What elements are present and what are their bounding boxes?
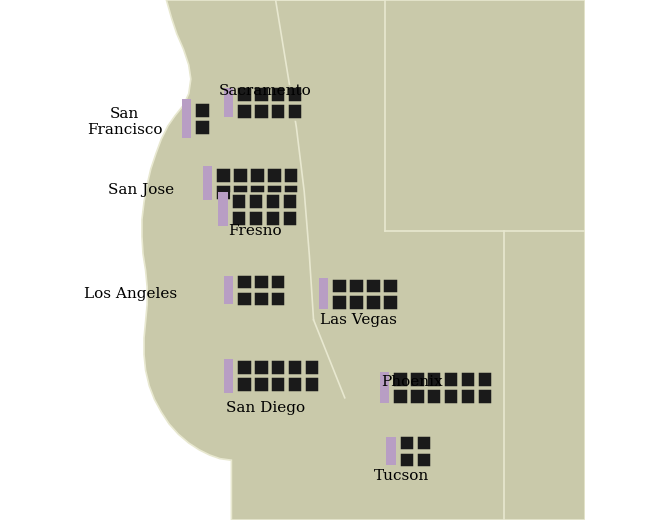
Bar <box>332 294 347 310</box>
Bar <box>460 371 475 387</box>
Bar <box>382 278 398 293</box>
Bar <box>283 167 298 183</box>
Bar <box>194 102 210 118</box>
Bar <box>392 371 408 387</box>
Bar <box>318 278 328 309</box>
Bar <box>248 193 263 209</box>
Bar <box>426 388 441 404</box>
Text: San Jose: San Jose <box>108 183 174 197</box>
Bar <box>426 371 441 387</box>
Bar <box>253 291 268 306</box>
Bar <box>249 184 265 200</box>
Polygon shape <box>65 0 252 460</box>
Bar <box>281 193 297 209</box>
Bar <box>287 103 302 119</box>
Bar <box>194 119 210 135</box>
Bar <box>270 103 285 119</box>
Bar <box>215 167 231 183</box>
Bar <box>253 359 268 375</box>
Bar <box>270 274 285 289</box>
Bar <box>460 388 475 404</box>
Bar <box>287 359 302 375</box>
Bar <box>365 278 381 293</box>
Bar <box>304 359 319 375</box>
Bar <box>266 167 281 183</box>
Bar <box>476 388 492 404</box>
Bar <box>392 388 408 404</box>
Polygon shape <box>142 0 585 520</box>
Bar <box>270 359 285 375</box>
Bar <box>287 376 302 392</box>
Text: Tucson: Tucson <box>374 469 430 483</box>
Bar <box>236 291 252 306</box>
Bar <box>231 210 246 226</box>
Bar <box>253 103 268 119</box>
Bar <box>182 99 191 138</box>
Bar <box>236 103 252 119</box>
Bar <box>215 184 231 200</box>
Bar <box>283 184 298 200</box>
Bar <box>265 193 280 209</box>
Bar <box>253 376 268 392</box>
Text: Sacramento: Sacramento <box>219 84 311 98</box>
Bar <box>281 210 297 226</box>
Bar <box>304 376 319 392</box>
Bar <box>287 86 302 102</box>
Bar <box>231 193 246 209</box>
Bar <box>332 278 347 293</box>
Bar <box>232 184 248 200</box>
Bar <box>224 276 233 304</box>
Bar <box>232 167 248 183</box>
Bar <box>443 388 458 404</box>
Bar <box>348 294 364 310</box>
Bar <box>409 388 424 404</box>
Bar <box>248 210 263 226</box>
Bar <box>224 359 233 393</box>
Bar <box>249 167 265 183</box>
Bar <box>443 371 458 387</box>
Text: Los Angeles: Los Angeles <box>84 287 177 301</box>
Bar <box>409 371 424 387</box>
Text: San Diego: San Diego <box>226 401 305 415</box>
Bar <box>380 372 389 403</box>
Bar <box>399 435 415 450</box>
Bar <box>224 88 233 117</box>
Bar <box>476 371 492 387</box>
Text: Fresno: Fresno <box>228 225 281 238</box>
Bar <box>236 376 252 392</box>
Bar <box>348 278 364 293</box>
Bar <box>236 274 252 289</box>
Bar <box>416 435 432 450</box>
Bar <box>365 294 381 310</box>
Text: San
Francisco: San Francisco <box>87 107 162 137</box>
Bar <box>386 437 396 465</box>
Bar <box>265 210 280 226</box>
Bar <box>416 452 432 467</box>
Bar <box>382 294 398 310</box>
Bar <box>270 86 285 102</box>
Bar <box>203 166 212 200</box>
Text: Phoenix: Phoenix <box>382 375 443 389</box>
Bar <box>253 86 268 102</box>
Bar <box>218 192 227 226</box>
Bar <box>266 184 281 200</box>
Bar <box>270 291 285 306</box>
Text: Las Vegas: Las Vegas <box>320 313 397 327</box>
Bar <box>270 376 285 392</box>
Bar <box>236 86 252 102</box>
Bar <box>253 274 268 289</box>
Bar <box>236 359 252 375</box>
Bar <box>399 452 415 467</box>
